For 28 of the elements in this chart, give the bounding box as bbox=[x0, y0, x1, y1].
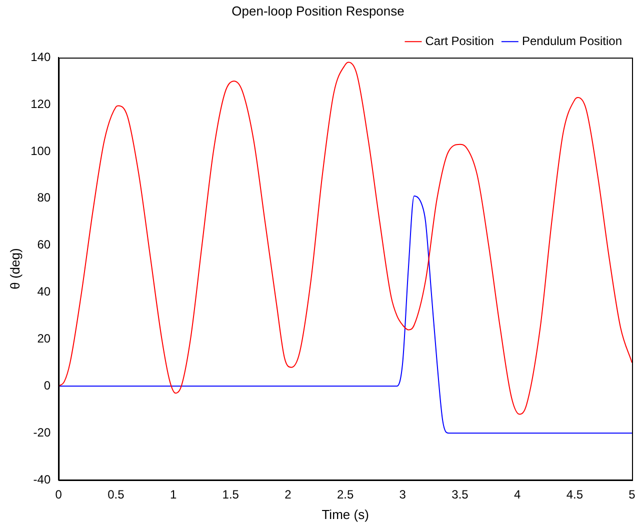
x-tick-label: 2 bbox=[284, 488, 292, 502]
x-tick-label: 3 bbox=[399, 488, 406, 502]
x-tick-label: 4 bbox=[514, 488, 521, 502]
y-tick-label: 60 bbox=[37, 238, 51, 252]
legend-label: Cart Position bbox=[425, 34, 494, 48]
y-tick-label: 120 bbox=[30, 96, 51, 111]
x-tick-label: 4.5 bbox=[566, 488, 584, 502]
x-tick-label: 1 bbox=[170, 488, 177, 502]
y-axis-title: θ (deg) bbox=[7, 248, 22, 290]
y-tick-label: -40 bbox=[33, 472, 51, 486]
x-tick-label: 2.5 bbox=[336, 488, 354, 502]
chart-title: Open-loop Position Response bbox=[232, 3, 404, 18]
x-tick-label: 3.5 bbox=[452, 488, 469, 502]
y-tick-label: 80 bbox=[37, 190, 51, 205]
line-series bbox=[58, 62, 632, 415]
legend-label: Pendulum Position bbox=[522, 34, 622, 48]
x-tick-label: 1.5 bbox=[222, 488, 240, 502]
x-tick-label: 0 bbox=[55, 488, 62, 502]
y-tick-label: 100 bbox=[30, 144, 51, 158]
y-tick-label: 40 bbox=[37, 284, 51, 299]
y-tick-label: 20 bbox=[37, 332, 51, 346]
line-series bbox=[58, 196, 632, 434]
y-tick-label: -20 bbox=[33, 425, 51, 440]
y-tick-label: 0 bbox=[44, 378, 51, 392]
x-axis-title: Time (s) bbox=[322, 506, 369, 522]
x-tick-label: 0.5 bbox=[108, 488, 125, 502]
x-tick-label: 5 bbox=[628, 488, 636, 502]
y-tick-label: 140 bbox=[30, 50, 51, 64]
